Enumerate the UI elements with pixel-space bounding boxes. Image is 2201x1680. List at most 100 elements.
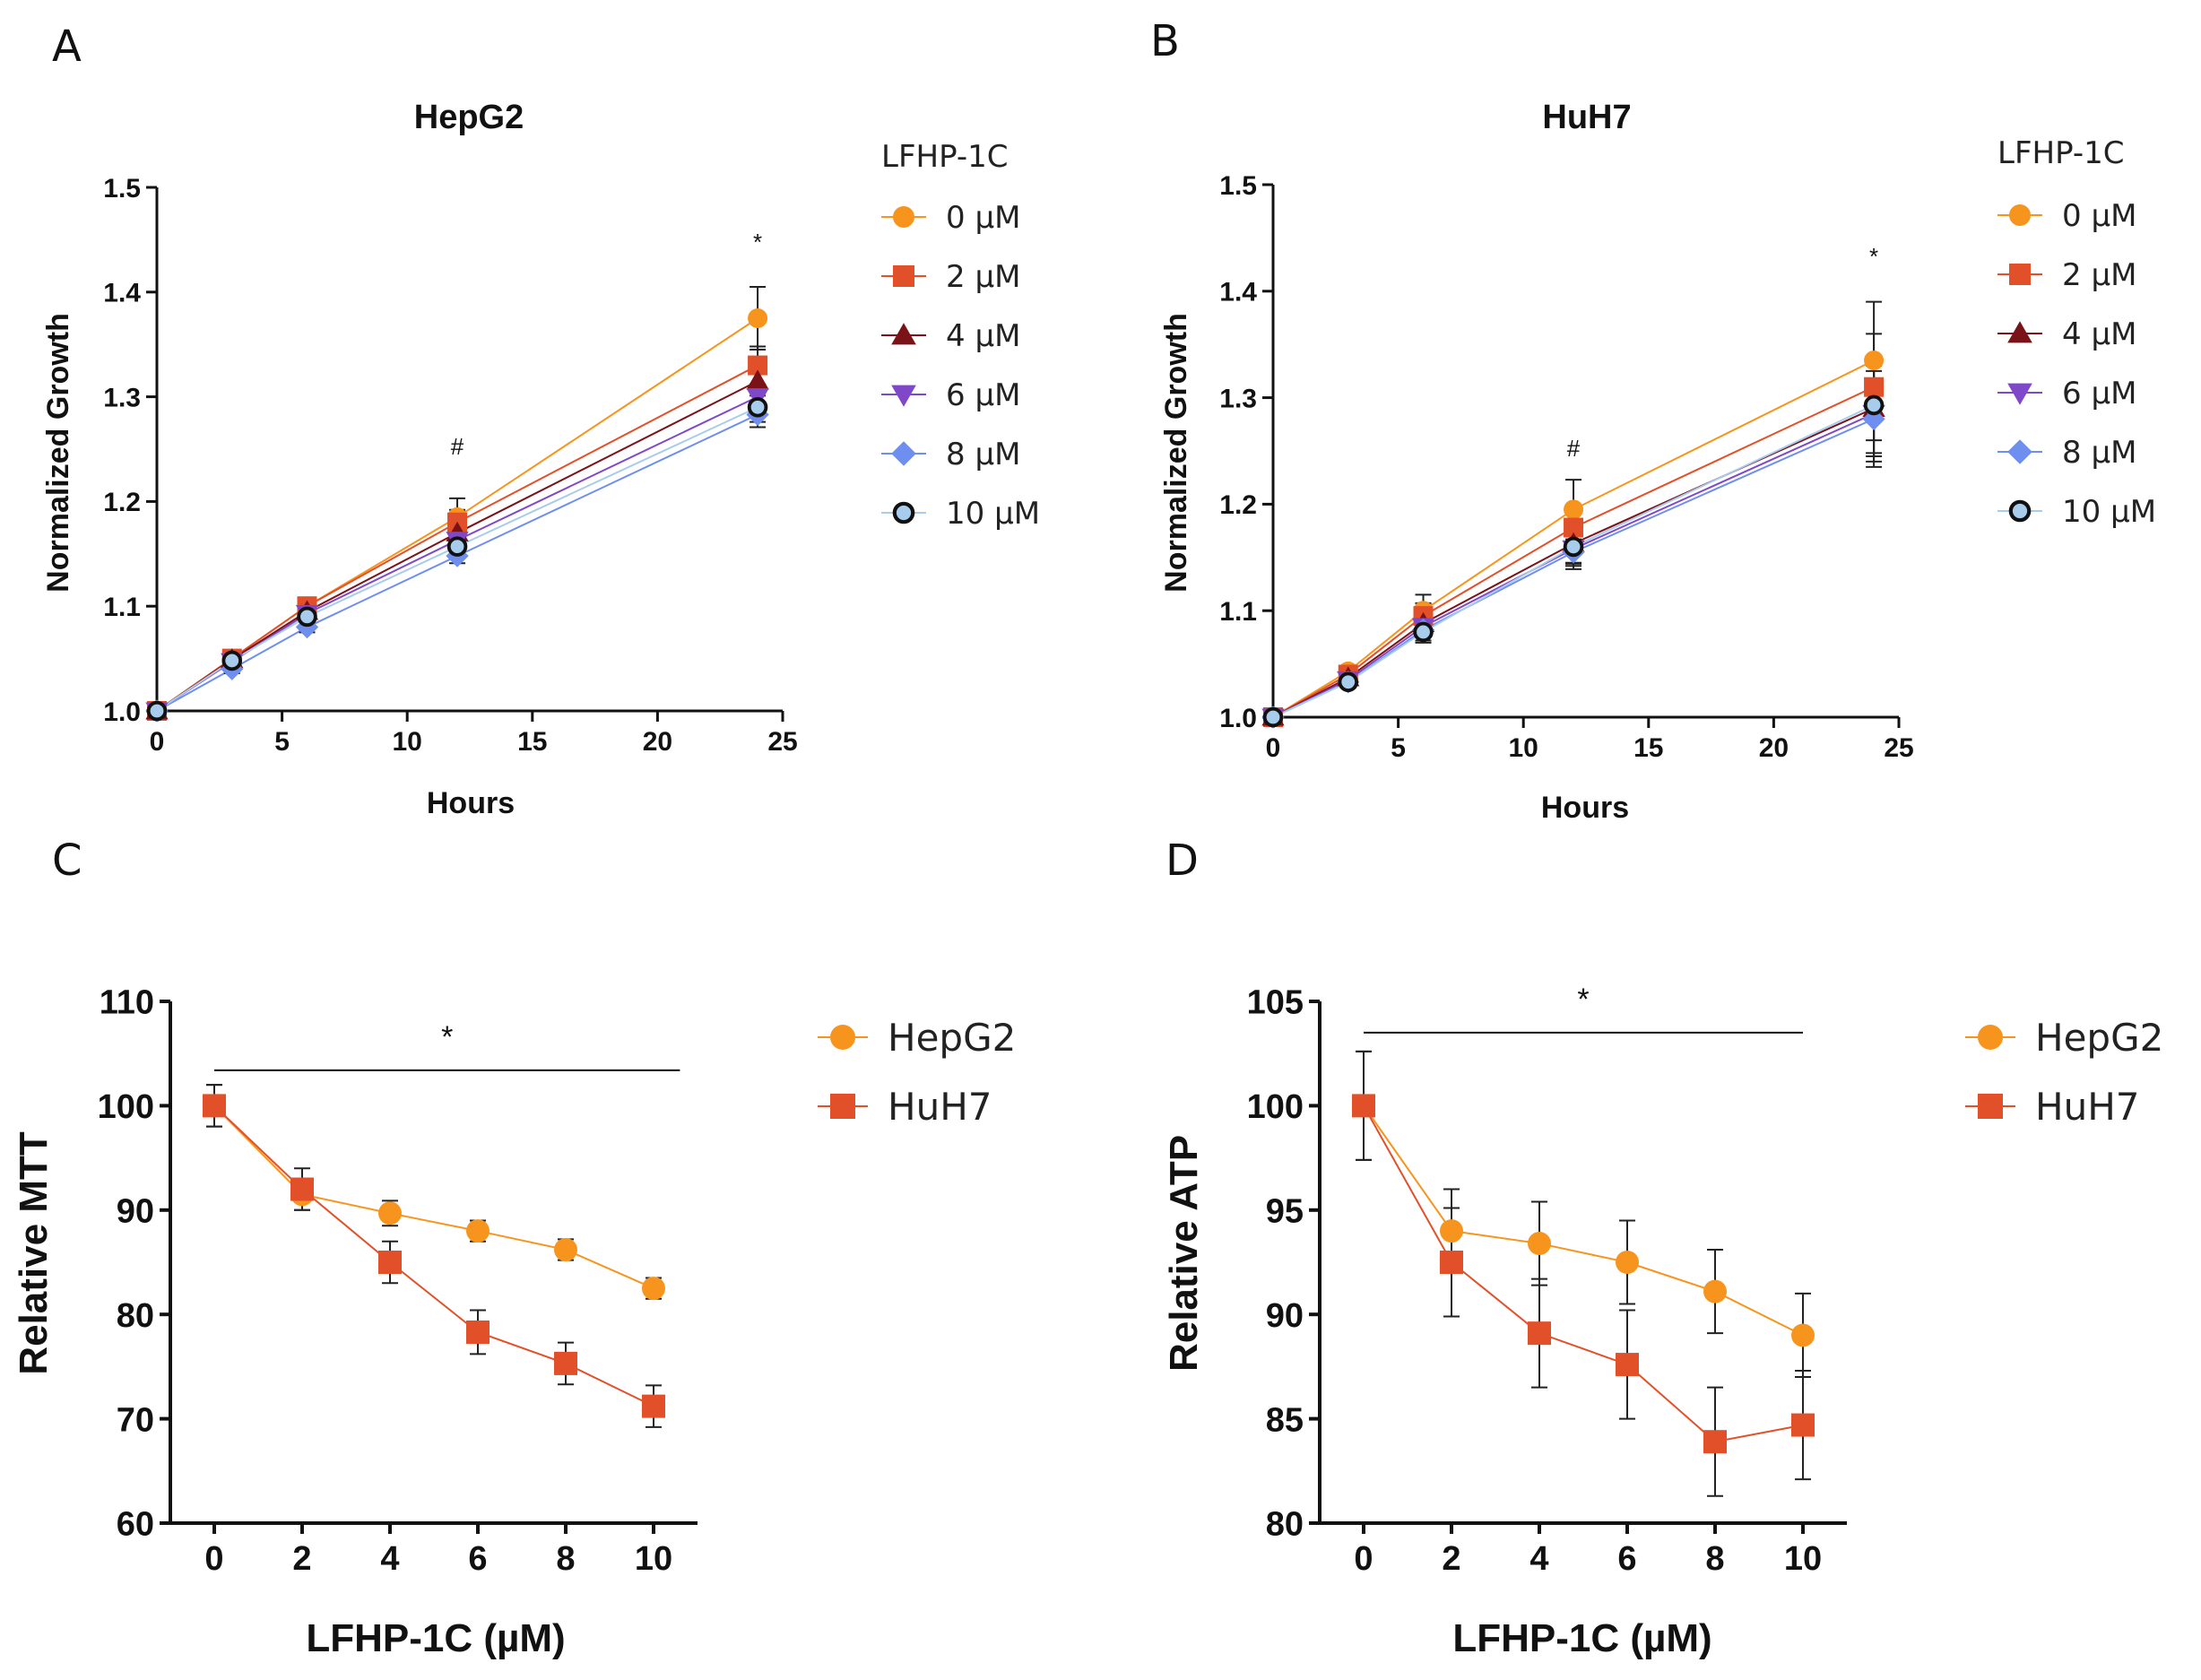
legend-hepg2-label: HepG2: [888, 1016, 1016, 1060]
series-10m-point: [1262, 706, 1284, 728]
legend-6m-label: 6 µM: [2062, 376, 2136, 411]
series-huh7-point: [203, 1094, 226, 1118]
series-2m-point: [748, 355, 768, 376]
legend-4m-marker: [891, 323, 916, 345]
legend-10m-marker: [892, 501, 915, 524]
series-huh7-point: [290, 1177, 314, 1201]
series-huh7-point: [1352, 1094, 1375, 1118]
series-huh7-point: [1528, 1321, 1551, 1346]
significance-annotation: *: [753, 229, 762, 255]
x-tick-label: 10: [1509, 733, 1538, 763]
legend-8m-label: 8 µM: [946, 437, 1020, 472]
x-tick-label: 6: [468, 1540, 487, 1578]
legend-6m-marker: [2007, 383, 2032, 405]
y-tick-label: 1.1: [1219, 597, 1257, 627]
y-tick-label: 90: [117, 1192, 154, 1230]
y-tick-label: 1.4: [1219, 278, 1257, 307]
legend-hepg2-marker: [830, 1025, 855, 1050]
legend-huh7-label: HuH7: [888, 1085, 992, 1129]
x-tick-label: 2: [1442, 1540, 1460, 1578]
significance-star: *: [441, 1020, 453, 1054]
legend-0m-marker: [2009, 204, 2031, 226]
series-hepg2-line: [213, 1104, 654, 1290]
y-tick-label: 1.0: [1219, 704, 1257, 733]
legend-4m-label: 4 µM: [946, 318, 1020, 354]
legend-10m-marker: [2008, 499, 2032, 523]
x-tick-label: 0: [150, 727, 165, 757]
series-0m-point: [1864, 351, 1885, 371]
y-tick-label: 90: [1266, 1297, 1304, 1335]
y-tick-label: 1.1: [103, 593, 141, 622]
legend-0m-label: 0 µM: [946, 200, 1020, 236]
x-tick-label: 20: [1759, 733, 1789, 763]
legend-2m-label: 2 µM: [946, 259, 1020, 295]
y-axis-title-a: Normalized Growth: [41, 313, 75, 593]
y-axis-title-b: Normalized Growth: [1159, 313, 1193, 593]
significance-annotation: #: [1567, 435, 1581, 462]
y-tick-label: 80: [117, 1297, 154, 1335]
series-huh7-point: [1440, 1251, 1463, 1274]
legend-6m-label: 6 µM: [946, 377, 1020, 413]
series-4m-point: [746, 369, 769, 390]
x-tick-label: 15: [1633, 733, 1663, 763]
panel-label-b: B: [1150, 16, 1180, 66]
series-10m-point: [1863, 394, 1885, 416]
series-10m-point: [221, 650, 243, 671]
series-0m-point: [1564, 499, 1584, 520]
x-tick-label: 4: [1529, 1540, 1548, 1578]
y-tick-label: 105: [1247, 984, 1304, 1022]
y-tick-label: 70: [117, 1401, 154, 1439]
legend-6m-marker: [891, 385, 916, 407]
series-huh7-point: [554, 1351, 577, 1375]
series-10m-point: [146, 700, 168, 722]
series-huh7-point: [642, 1394, 665, 1418]
x-tick-label: 15: [517, 727, 547, 757]
series-huh7-line: [1363, 1104, 1804, 1443]
panel-d-relative-atp: 0 2 4 6 8 10 80 85 90 95 100 105 * HepG2 HuH7: [1247, 983, 2164, 1578]
legend-hepg2-marker: [1978, 1025, 2003, 1050]
series-huh7-point: [1703, 1430, 1727, 1454]
series-huh7-point: [378, 1251, 402, 1274]
y-tick-label: 100: [1247, 1088, 1304, 1126]
chart-title-hepg2: HepG2: [414, 99, 524, 136]
x-axis-title-b: Hours: [1541, 791, 1629, 825]
significance-annotation: #: [451, 433, 464, 460]
y-tick-label: 1.3: [103, 383, 141, 412]
series-hepg2-point: [466, 1219, 490, 1243]
x-tick-label: 5: [274, 727, 290, 757]
significance-star: *: [1577, 983, 1589, 1017]
legend-title-a: LFHP-1C: [881, 139, 1008, 175]
x-tick-label: 6: [1617, 1540, 1636, 1578]
y-tick-label: 1.2: [103, 488, 141, 517]
legend-0m-label: 0 µM: [2062, 198, 2136, 234]
legend-2m-marker: [893, 265, 914, 287]
series-10m-point: [1338, 671, 1359, 693]
panel-label-c: C: [52, 836, 82, 886]
legend-huh7-marker: [830, 1094, 855, 1119]
y-tick-label: 85: [1266, 1401, 1304, 1439]
series-10m-point: [1563, 536, 1584, 558]
legend-8m-marker: [2007, 439, 2032, 464]
x-tick-label: 8: [556, 1540, 575, 1578]
series-0m-point: [748, 308, 768, 328]
x-tick-label: 10: [393, 727, 422, 757]
legend-10m-label: 10 µM: [946, 496, 1040, 532]
series-hepg2-point: [378, 1201, 402, 1225]
y-tick-label: 100: [98, 1088, 154, 1126]
x-tick-label: 4: [380, 1540, 399, 1578]
x-tick-label: 0: [204, 1540, 223, 1578]
series-2m-point: [1564, 517, 1584, 538]
x-tick-label: 5: [1391, 733, 1406, 763]
x-axis-title-c: LFHP-1C (µM): [306, 1616, 565, 1660]
legend-4m-marker: [2007, 321, 2032, 343]
y-axis-title-d: Relative ATP: [1162, 1135, 1206, 1372]
panel-label-d: D: [1165, 836, 1199, 886]
y-tick-label: 110: [100, 984, 154, 1022]
y-axis-title-c: Relative MTT: [12, 1131, 56, 1375]
series-hepg2-point: [642, 1277, 665, 1301]
x-tick-label: 25: [1884, 733, 1913, 763]
y-tick-label: 1.3: [1219, 384, 1257, 413]
legend-0m-marker: [893, 206, 914, 228]
y-tick-label: 1.4: [103, 279, 141, 308]
y-tick-label: 1.5: [1219, 171, 1257, 201]
